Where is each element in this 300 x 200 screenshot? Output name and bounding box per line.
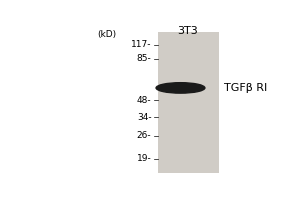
Text: 26-: 26- (137, 131, 152, 140)
Text: 85-: 85- (137, 54, 152, 63)
Text: TGFβ RI: TGFβ RI (224, 83, 267, 93)
Text: 117-: 117- (131, 40, 152, 49)
Text: 19-: 19- (137, 154, 152, 163)
Text: 48-: 48- (137, 96, 152, 105)
Ellipse shape (156, 83, 205, 93)
Bar (158, 32, 219, 173)
Text: 3T3: 3T3 (177, 26, 198, 36)
Text: (kD): (kD) (98, 30, 117, 39)
Text: 34-: 34- (137, 113, 152, 122)
